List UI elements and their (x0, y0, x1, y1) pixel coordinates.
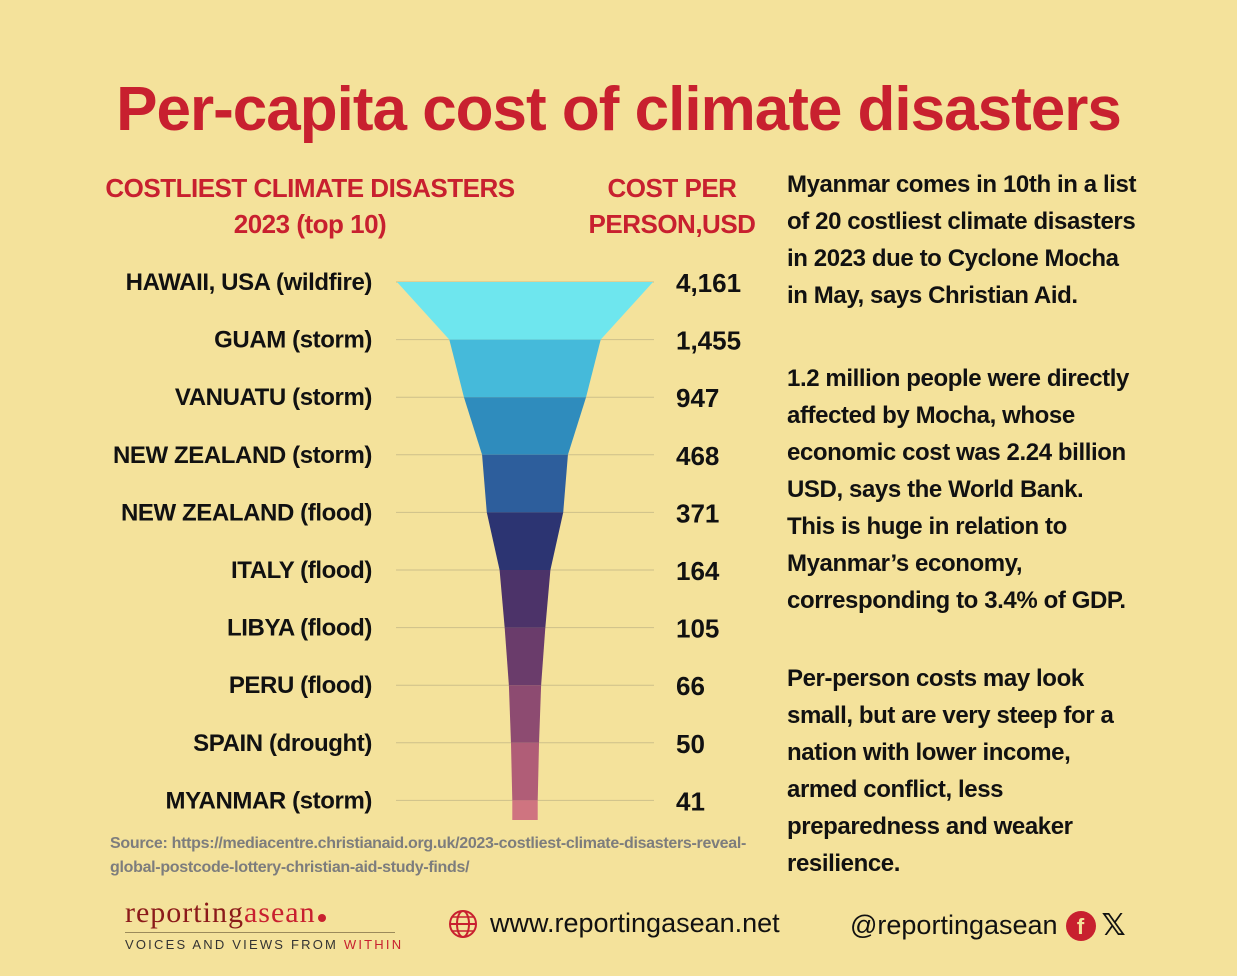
funnel-segment (463, 397, 587, 455)
logo-dot-icon (317, 914, 326, 922)
reportingasean-logo: reportingasean VOICES AND VIEWS FROM WIT… (125, 896, 401, 952)
categories-header: COSTLIEST CLIMATE DISASTERS 2023 (top 10… (100, 170, 520, 242)
logo-wordmark: reportingasean (125, 896, 395, 930)
category-label: GUAM (storm) (214, 327, 372, 354)
category-label: LIBYA (flood) (227, 615, 372, 642)
value-label: 164 (676, 556, 720, 586)
logo-tagline: VOICES AND VIEWS FROM WITHIN (125, 932, 401, 952)
value-label: 50 (676, 729, 705, 759)
globe-icon (449, 909, 477, 938)
facebook-icon[interactable]: f (1065, 910, 1096, 941)
funnel-segment (512, 800, 538, 820)
category-label: HAWAII, USA (wildfire) (126, 269, 372, 296)
value-label: 947 (676, 383, 719, 413)
x-icon[interactable]: 𝕏 (1101, 908, 1126, 943)
page-title: Per-capita cost of climate disasters (116, 75, 1122, 144)
funnel-segment (482, 454, 568, 513)
funnel-segment (508, 685, 542, 743)
categories-header-line2: 2023 (top 10) (233, 209, 387, 239)
values-header-line2: PERSON,USD (588, 209, 756, 239)
value-label: 468 (676, 441, 719, 471)
values-header: COST PER PERSON,USD (582, 170, 762, 242)
funnel-segment (486, 512, 564, 570)
website-text: www.reportingasean.net (490, 908, 780, 938)
logo-part-2: asean (243, 896, 316, 929)
info-paragraph-1: Myanmar comes in 10th in a list of 20 co… (787, 171, 1137, 309)
category-label: PERU (flood) (229, 672, 372, 699)
funnel-segment (397, 282, 653, 340)
funnel-chart: HAWAII, USA (wildfire) 4,161 GUAM (storm) 1… (113, 268, 741, 820)
value-label: 66 (676, 671, 705, 701)
categories-header-line1: COSTLIEST CLIMATE DISASTERS (105, 173, 515, 203)
tagline-part-2: WITHIN (343, 937, 404, 952)
value-label: 4,161 (676, 268, 741, 298)
info-paragraph-3: Per-person costs may look small, but are… (787, 665, 1114, 877)
values-header-line1: COST PER (607, 173, 737, 203)
category-label: NEW ZEALAND (flood) (121, 499, 372, 526)
category-label: NEW ZEALAND (storm) (113, 442, 372, 469)
value-label: 105 (676, 614, 719, 644)
category-label: ITALY (flood) (231, 557, 372, 584)
funnel-segment (510, 742, 540, 801)
category-label: MYANMAR (storm) (166, 787, 372, 814)
logo-part-1: reporting (125, 896, 244, 929)
funnel-segment (504, 627, 546, 686)
source-note: Source: https://mediacentre.christianaid… (110, 835, 747, 876)
social-handle[interactable]: @reportingasean f 𝕏 (850, 908, 1126, 943)
value-label: 41 (676, 786, 705, 816)
category-label: VANUATU (storm) (175, 384, 372, 411)
handle-text: @reportingasean (850, 910, 1058, 940)
category-label: SPAIN (drought) (193, 730, 372, 757)
tagline-part-1: VOICES AND VIEWS FROM (125, 937, 344, 952)
funnel-segment (449, 339, 601, 398)
info-paragraph-2: 1.2 million people were directly affecte… (787, 365, 1129, 614)
website-link[interactable]: www.reportingasean.net (448, 908, 780, 939)
value-label: 1,455 (676, 326, 741, 356)
value-label: 371 (676, 498, 719, 528)
funnel-segment (499, 570, 551, 628)
